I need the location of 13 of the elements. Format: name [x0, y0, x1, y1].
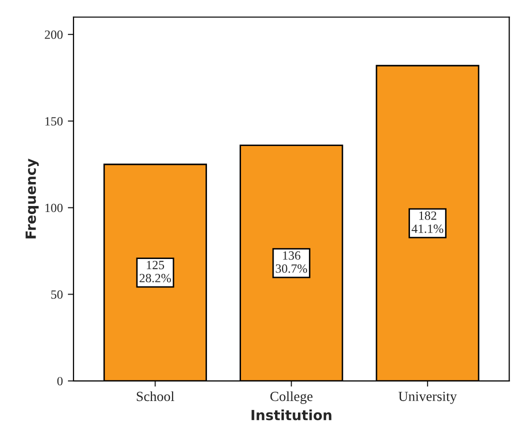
x-axis-title: Institution [252, 410, 332, 420]
x-tick-label: School [136, 391, 174, 402]
y-tick-label: 50 [51, 290, 63, 299]
data-label: 136 30.7% [276, 251, 308, 273]
x-tick-label: University [398, 392, 457, 404]
y-tick-label: 150 [45, 117, 63, 126]
x-tick-label: College [270, 391, 312, 404]
data-label: 182 41.1% [412, 211, 444, 233]
y-tick-label: 0 [57, 376, 63, 386]
y-tick-label: 100 [45, 204, 63, 212]
y-tick-label: 200 [44, 30, 63, 39]
y-axis-title: Frequency [26, 158, 39, 238]
data-label: 125 28.2% [140, 260, 171, 282]
